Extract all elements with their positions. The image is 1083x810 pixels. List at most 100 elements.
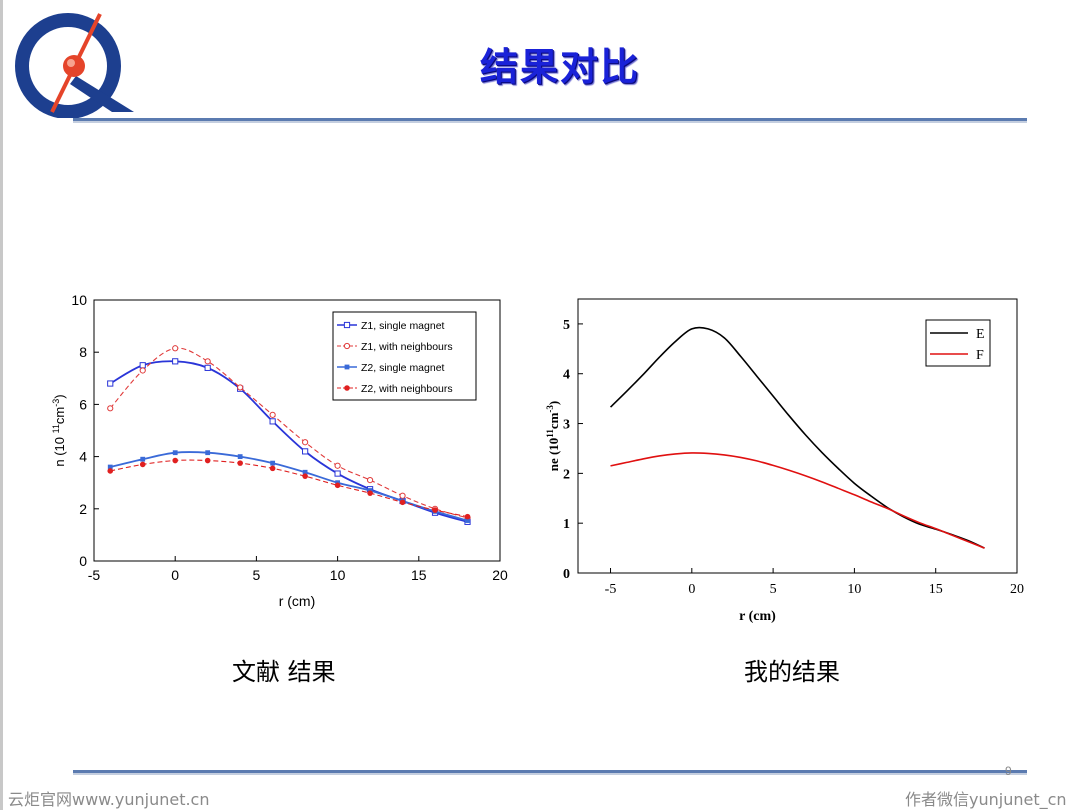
data-point bbox=[334, 470, 341, 477]
x-tick-label: 5 bbox=[770, 582, 777, 597]
x-tick-label: 20 bbox=[1010, 582, 1024, 597]
series-4 bbox=[107, 457, 471, 520]
data-point bbox=[270, 460, 276, 466]
legend-label: Z2, with neighbours bbox=[361, 383, 453, 395]
legend-label: Z1, with neighbours bbox=[361, 341, 453, 353]
caption-my-result: 我的结果 bbox=[744, 658, 840, 686]
institute-logo bbox=[15, 13, 134, 118]
legend-box bbox=[332, 311, 477, 401]
x-tick-label: 15 bbox=[929, 582, 943, 597]
series-line bbox=[110, 459, 468, 518]
x-tick-label: 10 bbox=[847, 582, 861, 597]
x-tick-label: 20 bbox=[492, 567, 508, 583]
x-tick-label: -5 bbox=[605, 582, 617, 597]
series-E-line bbox=[609, 326, 985, 549]
legend-marker bbox=[344, 385, 350, 391]
data-point bbox=[302, 469, 308, 475]
slide-left-edge bbox=[0, 0, 3, 810]
y-tick-label: 2 bbox=[563, 467, 570, 482]
watermark-right: 作者微信yunjunet_cn bbox=[905, 790, 1067, 809]
data-point bbox=[140, 456, 146, 462]
data-point bbox=[172, 358, 179, 365]
legend-label: E bbox=[976, 327, 985, 342]
x-axis-label: r (cm) bbox=[739, 609, 776, 624]
legend: EF bbox=[925, 319, 991, 367]
data-point bbox=[334, 462, 341, 469]
data-point bbox=[172, 450, 178, 456]
series-line bbox=[110, 451, 468, 522]
top-rule-shadow bbox=[73, 121, 1027, 123]
caption-literature: 文献 结果 bbox=[232, 658, 336, 686]
y-tick-label: 4 bbox=[79, 449, 87, 465]
data-point bbox=[237, 384, 244, 391]
top-rule bbox=[73, 118, 1027, 121]
data-point bbox=[237, 460, 243, 466]
y-tick-label: 0 bbox=[563, 567, 570, 582]
data-point bbox=[302, 439, 309, 446]
series-F-line bbox=[610, 452, 985, 549]
data-point bbox=[269, 418, 276, 425]
y-tick-label: 8 bbox=[79, 344, 87, 360]
data-point bbox=[139, 461, 146, 468]
y-axis-label: ne (1011cm-3) bbox=[545, 401, 561, 472]
y-tick-label: 2 bbox=[79, 501, 87, 517]
data-point bbox=[366, 476, 374, 484]
x-tick-label: 5 bbox=[253, 567, 261, 583]
slide-title: 结果对比 bbox=[479, 45, 640, 89]
y-tick-label: 3 bbox=[563, 418, 570, 433]
legend-label: Z1, single magnet bbox=[361, 320, 445, 332]
legend-label: F bbox=[976, 348, 984, 363]
y-tick-label: 6 bbox=[79, 396, 87, 412]
data-point bbox=[204, 364, 211, 371]
legend-marker bbox=[343, 321, 351, 329]
x-axis-label: r (cm) bbox=[279, 593, 316, 609]
x-tick-label: -5 bbox=[88, 567, 101, 583]
data-point bbox=[205, 450, 211, 456]
data-point bbox=[399, 499, 406, 506]
y-tick-label: 5 bbox=[563, 318, 570, 333]
bottom-rule bbox=[73, 770, 1027, 773]
data-point bbox=[302, 473, 308, 479]
data-point bbox=[269, 465, 276, 472]
y-tick-label: 1 bbox=[563, 517, 570, 532]
data-point bbox=[172, 457, 178, 464]
legend-box bbox=[925, 319, 991, 367]
y-axis-label: n (10 11cm-3) bbox=[51, 394, 67, 466]
data-point bbox=[139, 362, 146, 369]
data-point bbox=[172, 345, 179, 352]
data-point bbox=[269, 411, 276, 418]
data-point bbox=[432, 507, 438, 513]
data-point bbox=[139, 367, 146, 374]
x-tick-label: 15 bbox=[411, 567, 427, 583]
plot-frame bbox=[93, 299, 501, 562]
plot-frame bbox=[577, 298, 1018, 574]
legend-label: Z2, single magnet bbox=[361, 362, 445, 374]
data-point bbox=[107, 405, 114, 412]
watermark-left: 云炬官网www.yunjunet.cn bbox=[8, 790, 210, 809]
x-tick-label: 0 bbox=[171, 567, 179, 583]
x-tick-label: 0 bbox=[688, 582, 695, 597]
y-tick-label: 10 bbox=[71, 292, 87, 308]
bottom-rule-shadow bbox=[73, 773, 1027, 775]
legend-marker bbox=[343, 342, 351, 350]
data-point bbox=[367, 490, 373, 496]
data-point bbox=[107, 464, 113, 470]
data-point bbox=[237, 454, 243, 459]
data-point bbox=[302, 448, 309, 455]
data-point bbox=[107, 468, 114, 474]
data-point bbox=[465, 518, 470, 523]
data-point bbox=[204, 358, 211, 365]
data-point bbox=[464, 513, 471, 520]
page-number: 9 bbox=[1005, 764, 1012, 778]
data-point bbox=[107, 380, 114, 387]
data-point bbox=[399, 492, 406, 499]
y-tick-label: 0 bbox=[79, 553, 87, 569]
y-tick-label: 4 bbox=[563, 368, 570, 383]
data-point bbox=[334, 482, 341, 489]
data-point bbox=[204, 457, 211, 464]
x-tick-label: 10 bbox=[330, 567, 346, 583]
my-result-chart: -5 0 5 10 15 20 0 1 2 3 4 5 r (cm) ne (1011cm-3) EF bbox=[545, 298, 1024, 624]
legend: Z1, single magnet Z1, with neighbours Z2, … bbox=[332, 311, 477, 401]
legend-marker bbox=[344, 364, 350, 370]
